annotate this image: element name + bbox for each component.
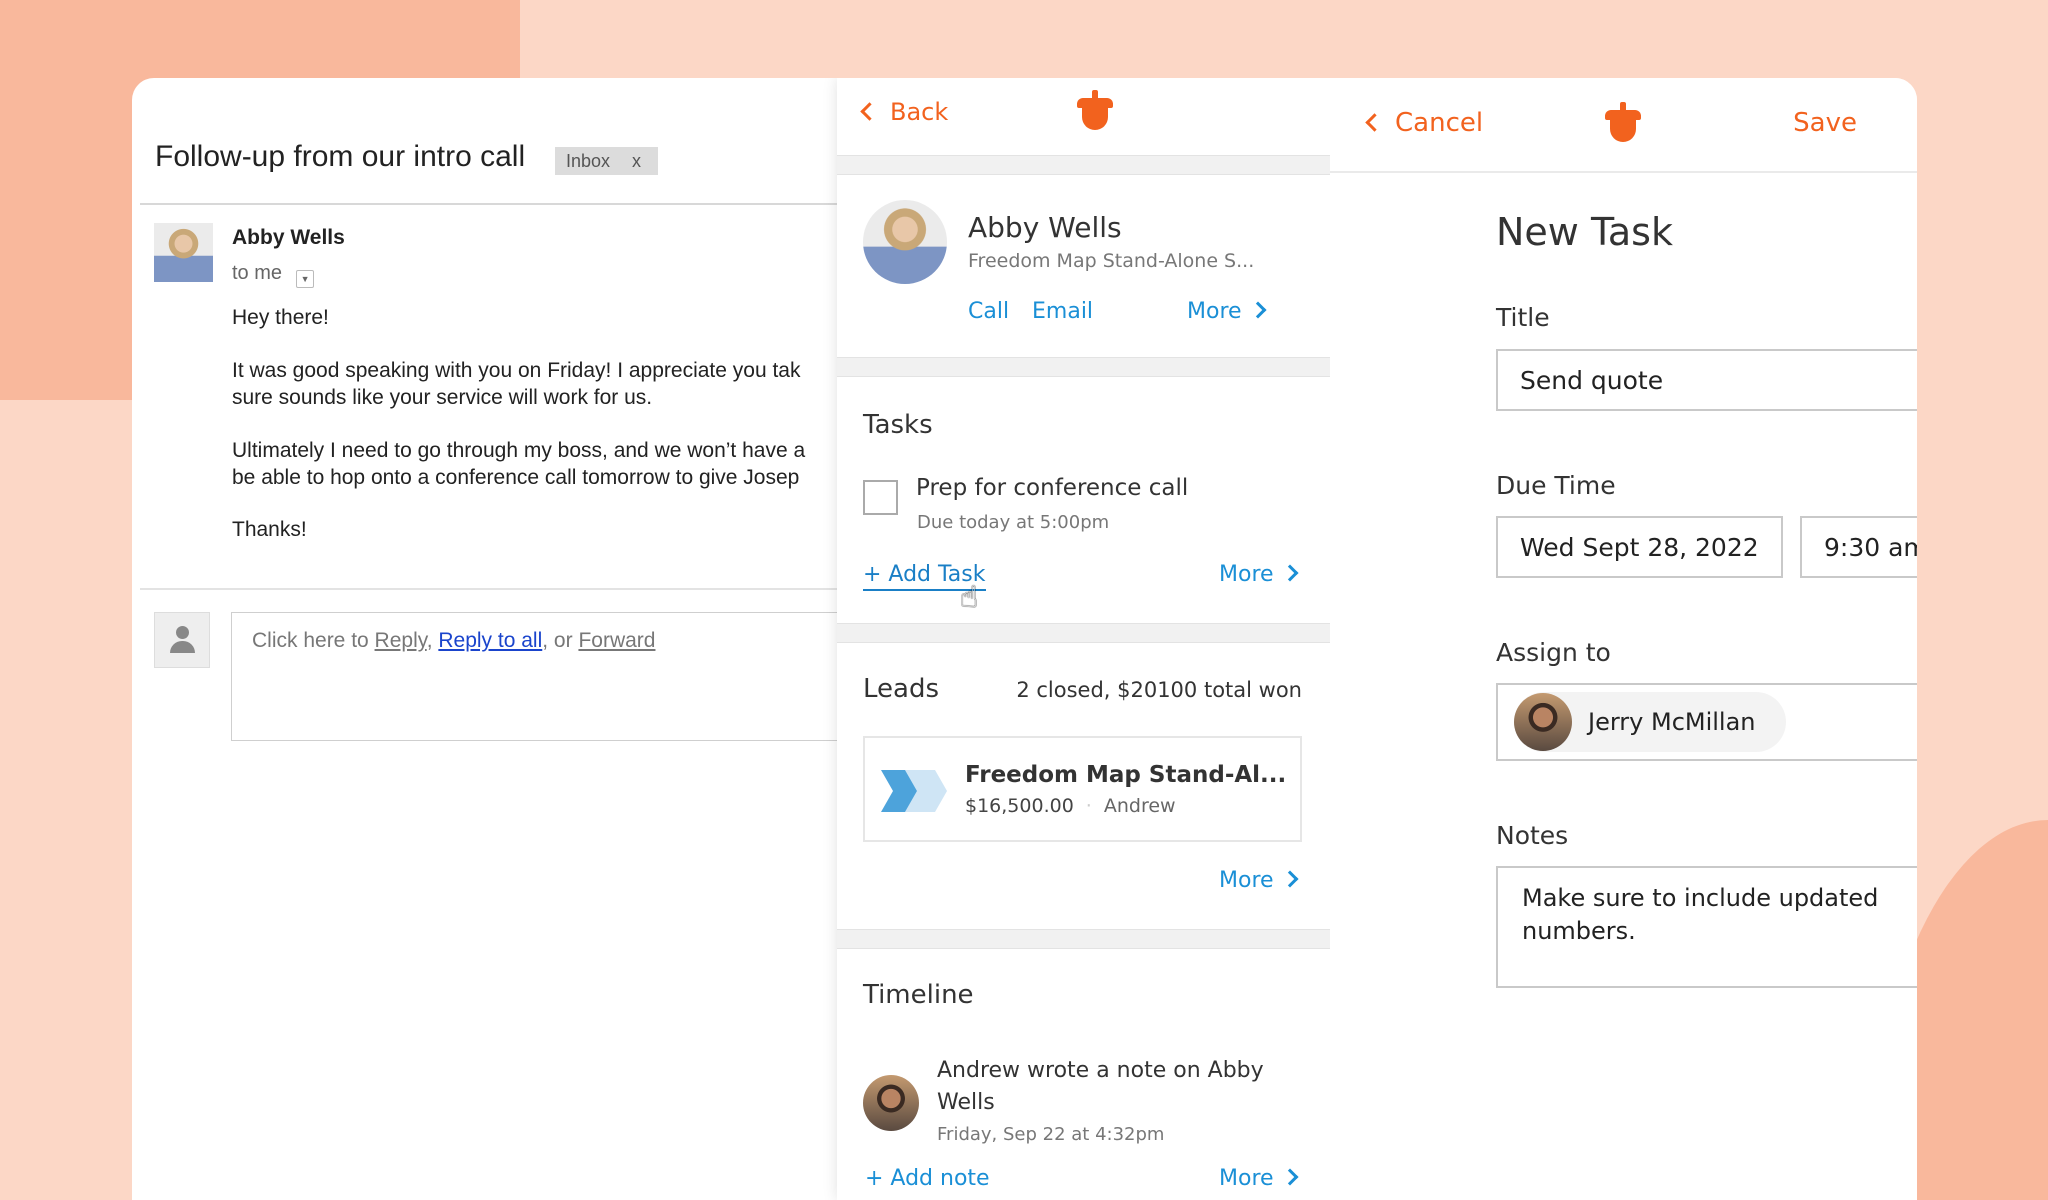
andrew-avatar [863, 1075, 919, 1131]
chevron-right-icon [1281, 1168, 1299, 1186]
tasks-more-link[interactable]: More [1219, 562, 1299, 587]
lead-card[interactable]: Freedom Map Stand-Al... $16,500.00 · Andre… [863, 736, 1302, 842]
contact-more-link[interactable]: More [1187, 299, 1267, 324]
timeline-date: Friday, Sep 22 at 4:32pm [937, 1124, 1165, 1145]
add-note-link[interactable]: + Add note [865, 1166, 990, 1191]
body-line: be able to hop onto a conference call to… [232, 466, 800, 489]
details-dropdown-icon[interactable]: ▼ [296, 270, 315, 288]
reply-prompt: Click here to [252, 629, 375, 652]
contact-panel: Back Abby Wells Freedom Map Stand-Alone … [837, 78, 1330, 1200]
assign-to-label: Assign to [1496, 638, 1611, 667]
due-time-label: Due Time [1496, 471, 1616, 500]
assignee-name: Jerry McMillan [1588, 708, 1756, 736]
contact-subtitle: Freedom Map Stand-Alone S... [968, 250, 1255, 272]
section-divider [837, 623, 1330, 643]
leads-heading: Leads [863, 674, 940, 704]
assignee-avatar [1514, 693, 1572, 751]
body-line: Thanks! [232, 518, 307, 541]
separator: , [426, 629, 439, 652]
more-label: More [1219, 868, 1274, 893]
chevron-right-icon [1281, 564, 1299, 582]
due-date-input[interactable]: Wed Sept 28, 2022 [1496, 516, 1783, 578]
body-line: Hey there! [232, 306, 329, 329]
contact-avatar [863, 200, 947, 284]
sender-name: Abby Wells [232, 226, 345, 249]
contact-name: Abby Wells [968, 211, 1122, 244]
chevron-left-icon [1365, 113, 1384, 132]
lead-name: Freedom Map Stand-Al... [965, 762, 1287, 788]
tasks-heading: Tasks [863, 410, 933, 440]
recipient: to me ▼ [232, 262, 315, 288]
lead-amount: $16,500.00 [965, 795, 1074, 817]
timeline-text: Andrew wrote a note on Abby [937, 1058, 1264, 1083]
remove-label-button[interactable]: x [632, 150, 642, 171]
section-divider [837, 155, 1330, 175]
email-link[interactable]: Email [1032, 299, 1094, 324]
forward-link[interactable]: Forward [578, 629, 656, 652]
hand-cursor-icon: ☝ [960, 580, 979, 615]
section-divider [837, 929, 1330, 949]
body-line: sure sounds like your service will work … [232, 386, 653, 409]
separator: , or [542, 629, 579, 652]
new-task-form: Cancel Save New Task Title Send quote Du… [1330, 78, 1917, 1200]
timeline-more-link[interactable]: More [1219, 1166, 1299, 1191]
reply-box[interactable]: Click here to Reply, Reply to all, or Fo… [231, 612, 842, 741]
timeline-heading: Timeline [863, 980, 974, 1010]
user-placeholder-icon [154, 612, 210, 668]
notes-text: Make sure to include updated numbers. [1522, 884, 1879, 945]
notes-label: Notes [1496, 821, 1569, 850]
body-line: It was good speaking with you on Friday!… [232, 359, 801, 382]
chevron-right-icon [1281, 870, 1299, 888]
acorn-logo-icon [1077, 90, 1113, 130]
lead-details: $16,500.00 · Andrew [965, 795, 1176, 817]
reply-link[interactable]: Reply [374, 629, 427, 652]
notes-textarea[interactable]: Make sure to include updated numbers. [1496, 866, 1917, 988]
call-link[interactable]: Call [968, 299, 1010, 324]
assignee-chip[interactable]: Jerry McMillan [1514, 692, 1786, 752]
task-due: Due today at 5:00pm [917, 512, 1110, 533]
due-time-input[interactable]: 9:30 am [1800, 516, 1917, 578]
back-label: Back [890, 98, 949, 126]
reply-all-link[interactable]: Reply to all [438, 629, 543, 652]
task-title: Prep for conference call [916, 475, 1189, 501]
body-line: Ultimately I need to go through my boss,… [232, 439, 806, 462]
recipient-text: to me [232, 262, 283, 284]
add-task-link[interactable]: + Add Task [863, 562, 986, 591]
more-label: More [1219, 562, 1274, 587]
cancel-label: Cancel [1395, 108, 1484, 138]
save-button[interactable]: Save [1793, 108, 1857, 138]
divider [1330, 171, 1917, 173]
form-heading: New Task [1496, 210, 1673, 254]
divider [140, 203, 840, 205]
sender-avatar [154, 223, 213, 282]
lead-owner: Andrew [1103, 795, 1176, 817]
more-label: More [1187, 299, 1242, 324]
timeline-text: Wells [937, 1090, 995, 1115]
chevron-right-icon [1249, 301, 1267, 319]
email-pane: Follow-up from our intro call Inbox x Ab… [132, 78, 842, 1200]
cancel-button[interactable]: Cancel [1365, 108, 1484, 138]
title-input[interactable]: Send quote [1496, 349, 1917, 411]
leads-more-link[interactable]: More [1219, 868, 1299, 893]
back-button[interactable]: Back [860, 98, 949, 126]
title-label: Title [1496, 303, 1550, 332]
leads-summary: 2 closed, $20100 total won [1016, 678, 1302, 702]
app-window: Follow-up from our intro call Inbox x Ab… [132, 78, 1917, 1200]
email-subject: Follow-up from our intro call [155, 140, 526, 173]
assign-to-input[interactable]: Jerry McMillan [1496, 683, 1917, 761]
pipeline-stage-icon [881, 770, 947, 812]
acorn-logo-icon [1605, 102, 1641, 142]
inbox-label: Inbox x [555, 147, 658, 175]
more-label: More [1219, 1166, 1274, 1191]
chevron-left-icon [860, 102, 879, 121]
section-divider [837, 357, 1330, 377]
task-checkbox[interactable] [863, 480, 898, 515]
divider [140, 588, 840, 590]
inbox-label-text: Inbox [566, 150, 611, 171]
